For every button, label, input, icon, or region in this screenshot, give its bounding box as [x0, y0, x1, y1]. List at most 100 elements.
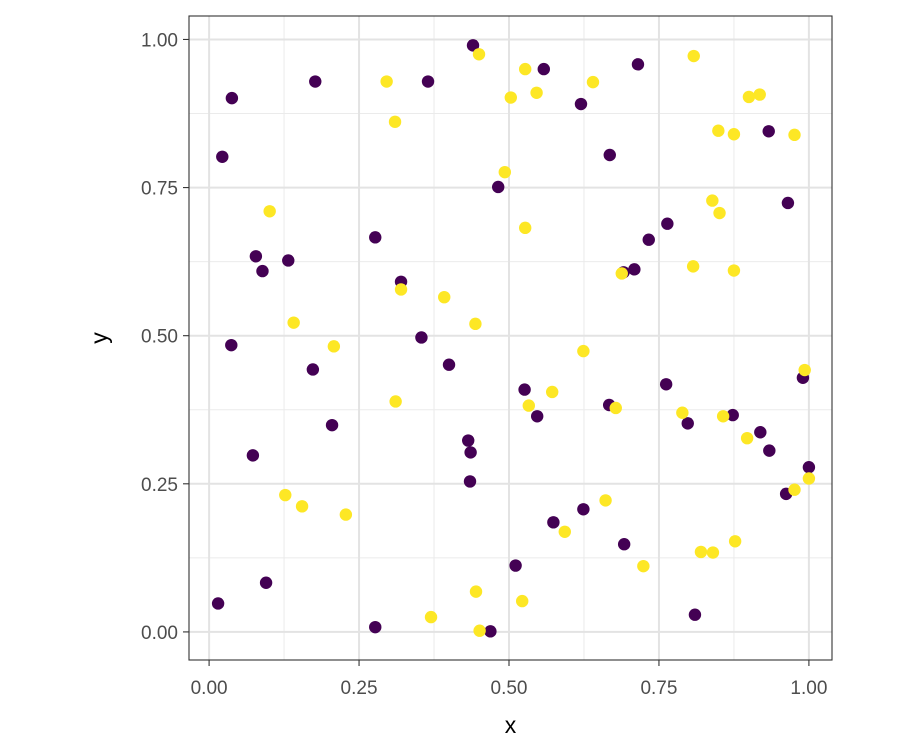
data-point [802, 472, 816, 485]
data-point [249, 250, 263, 263]
data-point [586, 75, 600, 89]
data-point [661, 217, 674, 230]
data-point [547, 516, 560, 529]
data-point [631, 58, 645, 71]
data-point [518, 383, 531, 396]
data-point [306, 363, 320, 376]
data-point [706, 194, 719, 207]
data-point [369, 620, 382, 634]
data-point [530, 410, 544, 423]
data-point [681, 417, 694, 430]
data-point [603, 148, 616, 162]
data-point [325, 418, 339, 432]
data-point [256, 264, 269, 278]
data-point [259, 576, 273, 589]
data-point [728, 535, 742, 548]
data-point [424, 610, 438, 624]
data-point [713, 206, 726, 220]
data-point [762, 125, 775, 138]
data-point [609, 401, 622, 415]
data-point [498, 165, 512, 179]
data-point [225, 91, 239, 105]
data-point [530, 86, 543, 99]
data-point [574, 97, 588, 111]
data-point [726, 408, 739, 422]
data-point [216, 150, 229, 163]
data-point [740, 431, 754, 445]
data-point [388, 115, 402, 129]
data-point [462, 434, 475, 447]
data-point [279, 488, 292, 502]
data-point [688, 608, 702, 621]
data-point [637, 559, 650, 573]
y-tick-label: 0.50 [141, 327, 178, 348]
data-point [504, 91, 517, 104]
data-point [509, 559, 522, 572]
x-tick-label: 0.50 [491, 678, 528, 699]
data-point [712, 124, 725, 137]
data-point [263, 205, 276, 218]
data-point [472, 48, 486, 61]
data-point [754, 426, 767, 439]
data-point [469, 585, 483, 598]
data-point [421, 75, 435, 88]
data-point [518, 221, 532, 235]
data-point [753, 88, 766, 101]
data-point [515, 594, 529, 608]
major-gridlines [189, 16, 832, 660]
data-point [686, 260, 700, 273]
data-point [628, 263, 641, 276]
data-point [727, 128, 741, 141]
data-point [492, 180, 505, 194]
data-point [537, 62, 550, 76]
data-point [442, 358, 456, 371]
data-point [225, 338, 238, 352]
x-tick-label: 0.75 [640, 678, 677, 699]
x-tick-label: 0.00 [191, 678, 228, 699]
data-point [339, 508, 353, 521]
data-point [518, 62, 532, 76]
data-point [781, 196, 795, 210]
y-axis-ticks: 0.00 0.25 0.50 0.75 1.00 [141, 30, 189, 644]
data-point [211, 597, 225, 610]
data-point [577, 503, 590, 516]
data-point [369, 231, 382, 244]
data-point [727, 264, 741, 277]
x-axis-ticks: 0.00 0.25 0.50 0.75 1.00 [191, 660, 827, 699]
x-axis-title: x [505, 712, 517, 738]
data-point [484, 625, 497, 638]
data-point [415, 331, 428, 344]
y-tick-label: 0.75 [141, 179, 178, 200]
data-point [642, 233, 655, 246]
data-point [389, 395, 402, 408]
plot-border [188, 15, 833, 661]
x-tick-label: 1.00 [790, 678, 827, 699]
data-point [309, 75, 322, 88]
data-point [287, 316, 300, 329]
data-point [558, 525, 571, 538]
data-point [438, 290, 451, 304]
data-point [246, 449, 260, 462]
data-point [788, 128, 801, 142]
data-point [788, 483, 801, 496]
data-point [522, 399, 535, 412]
data-point [694, 545, 708, 559]
data-point [473, 624, 486, 637]
data-point [599, 494, 612, 507]
data-point [466, 39, 480, 52]
data-point [327, 340, 341, 353]
data-point [469, 317, 482, 331]
data-point [617, 538, 631, 551]
y-tick-label: 0.25 [141, 475, 178, 496]
data-point [706, 546, 720, 559]
data-point [763, 444, 776, 457]
y-tick-label: 1.00 [141, 30, 178, 51]
data-point [577, 344, 590, 358]
data-point [687, 49, 700, 63]
data-point [676, 406, 689, 419]
x-tick-label: 0.25 [341, 678, 378, 699]
data-point [463, 475, 477, 488]
data-point [282, 254, 295, 267]
data-point [716, 410, 730, 423]
data-point [615, 267, 628, 280]
